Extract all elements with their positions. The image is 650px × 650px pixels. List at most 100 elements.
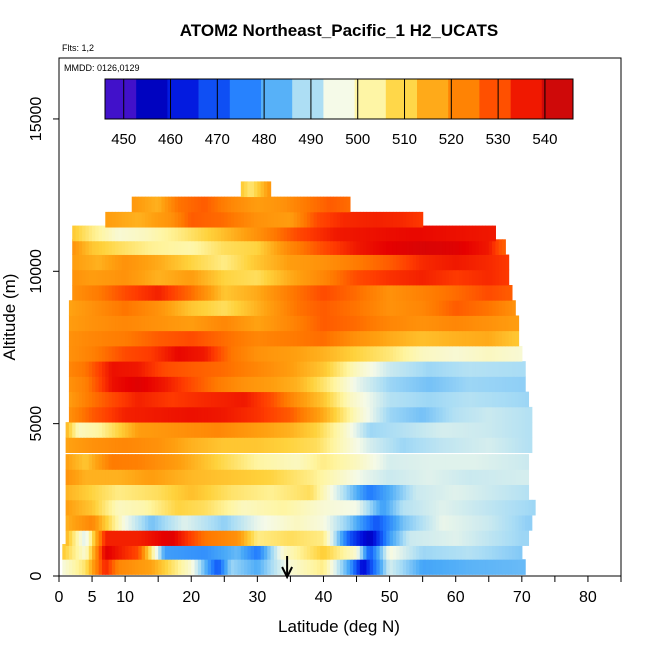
heatmap-cell	[326, 515, 331, 531]
heatmap-cell	[323, 376, 328, 393]
heatmap-cell	[382, 376, 387, 393]
heatmap-cell	[349, 211, 354, 228]
heatmap-cell	[101, 469, 106, 485]
heatmap-cell	[168, 530, 172, 546]
heatmap-cell	[171, 285, 176, 301]
heatmap-cell	[247, 181, 252, 198]
heatmap-cell	[386, 437, 391, 453]
heatmap-cell	[435, 361, 440, 377]
heatmap-cell	[482, 422, 487, 438]
heatmap-cell	[164, 484, 169, 501]
heatmap-cell	[287, 515, 292, 531]
heatmap-cell	[75, 345, 80, 362]
heatmap-cell	[72, 269, 77, 286]
heatmap-cell	[290, 254, 295, 271]
heatmap-cell	[111, 211, 116, 228]
x-tick-label: 0	[55, 589, 64, 606]
heatmap-cell	[445, 530, 450, 546]
heatmap-cell	[511, 530, 516, 546]
heatmap-cell	[425, 239, 430, 255]
heatmap-cell	[359, 269, 364, 286]
heatmap-cell	[78, 376, 83, 393]
heatmap-cell	[267, 345, 272, 362]
heatmap-cell	[181, 315, 186, 332]
heatmap-cell	[323, 454, 328, 470]
heatmap-cell	[356, 530, 361, 546]
heatmap-cell	[465, 484, 470, 501]
heatmap-cell	[396, 530, 401, 546]
heatmap-cell	[349, 239, 354, 255]
heatmap-cell	[359, 285, 364, 301]
heatmap-cell	[518, 345, 523, 362]
heatmap-cell	[399, 269, 404, 286]
heatmap-cell	[247, 315, 252, 332]
heatmap-cell	[303, 345, 308, 362]
heatmap-cell	[336, 422, 341, 438]
heatmap-cell	[237, 499, 242, 516]
heatmap-cell	[455, 422, 460, 438]
heatmap-cell	[452, 422, 457, 438]
heatmap-cell	[88, 530, 93, 546]
heatmap-cell	[105, 239, 110, 255]
heatmap-cell	[492, 499, 496, 516]
heatmap-cell	[455, 315, 460, 332]
heatmap-cell	[135, 454, 139, 470]
heatmap-cell	[191, 544, 196, 560]
heatmap-cell	[141, 454, 146, 470]
heatmap-cell	[293, 530, 298, 546]
heatmap-cell	[230, 530, 235, 546]
heatmap-cell	[363, 239, 368, 255]
heatmap-cell	[135, 437, 139, 453]
heatmap-cell	[382, 239, 387, 255]
heatmap-cell	[475, 239, 480, 255]
heatmap-cell	[184, 300, 189, 316]
heatmap-cell	[468, 499, 473, 516]
heatmap-cell	[98, 406, 103, 423]
heatmap-cell	[472, 469, 477, 485]
heatmap-cell	[277, 211, 282, 228]
heatmap-cell	[111, 454, 116, 470]
heatmap-cell	[439, 269, 444, 286]
heatmap-cell	[343, 315, 348, 332]
heatmap-cell	[211, 330, 215, 347]
heatmap-cell	[409, 361, 414, 377]
heatmap-cell	[244, 484, 249, 501]
heatmap-cell	[343, 406, 348, 423]
heatmap-cell	[313, 469, 318, 485]
heatmap-cell	[194, 437, 199, 453]
colorbar-swatch	[261, 79, 293, 119]
heatmap-cell	[386, 225, 391, 242]
heatmap-cell	[389, 376, 394, 393]
heatmap-cell	[214, 484, 219, 501]
heatmap-cell	[366, 345, 371, 362]
heatmap-cell	[234, 544, 239, 560]
heatmap-cell	[396, 300, 401, 316]
heatmap-cell	[250, 300, 255, 316]
heatmap-cell	[267, 239, 272, 255]
heatmap-cell	[373, 530, 377, 546]
heatmap-cell	[161, 484, 166, 501]
heatmap-cell	[178, 361, 182, 377]
heatmap-cell	[386, 422, 391, 438]
heatmap-cell	[234, 225, 239, 242]
heatmap-cell	[263, 181, 268, 198]
heatmap-cell	[455, 254, 460, 271]
heatmap-cell	[449, 239, 453, 255]
heatmap-cell	[207, 530, 212, 546]
heatmap-cell	[201, 269, 206, 286]
heatmap-cell	[151, 437, 156, 453]
heatmap-cell	[492, 269, 496, 286]
heatmap-cell	[432, 469, 437, 485]
heatmap-cell	[244, 196, 249, 213]
heatmap-cell	[379, 559, 384, 575]
heatmap-cell	[303, 269, 308, 286]
heatmap-cell	[211, 530, 215, 546]
heatmap-cell	[465, 345, 470, 362]
heatmap-cell	[224, 300, 229, 316]
heatmap-cell	[283, 211, 288, 228]
heatmap-cell	[138, 196, 143, 213]
heatmap-cell	[95, 515, 100, 531]
heatmap-cell	[267, 330, 272, 347]
heatmap-cell	[277, 269, 282, 286]
